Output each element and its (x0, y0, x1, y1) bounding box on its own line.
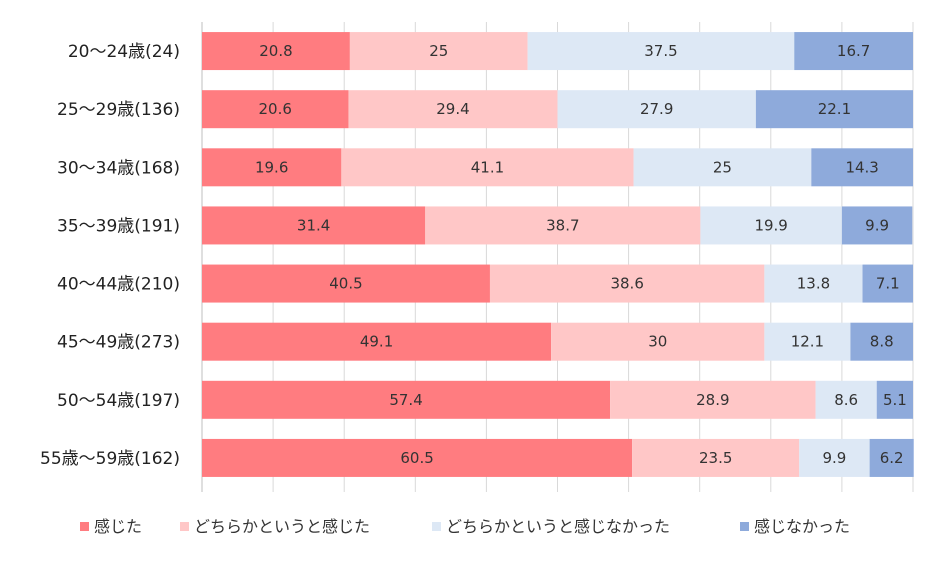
data-label: 5.1 (883, 391, 907, 409)
legend-swatch (740, 522, 749, 531)
category-label: 45〜49歳(273) (57, 333, 180, 353)
data-label: 25 (713, 158, 732, 176)
bar-segment (202, 380, 611, 419)
bar-segment (527, 32, 795, 71)
category-label: 50〜54歳(197) (57, 391, 180, 411)
bar-segment (764, 264, 863, 303)
data-label: 12.1 (791, 333, 824, 351)
category-label: 35〜39歳(191) (57, 216, 180, 236)
data-label: 8.6 (834, 391, 858, 409)
data-label: 37.5 (644, 42, 677, 60)
data-label: 41.1 (471, 158, 504, 176)
bars: 20.8 25 37.5 16.7 20.6 29.4 27.9 22.1 19.6 41.1 25… (202, 32, 914, 477)
bar-segment (202, 90, 349, 129)
legend-swatch (432, 522, 441, 531)
data-label: 23.5 (699, 449, 732, 467)
data-label: 60.5 (400, 449, 433, 467)
data-label: 13.8 (797, 275, 830, 293)
bar-segment (202, 32, 350, 71)
bar-segment (794, 32, 913, 71)
data-label: 31.4 (297, 216, 330, 234)
bar-segment (755, 90, 913, 129)
data-label: 22.1 (818, 100, 851, 118)
bar-segment (348, 90, 558, 129)
legend: 感じた どちらかというと感じた どちらかというと感じなかった 感じなかった (80, 517, 850, 536)
bar-segment (799, 438, 870, 477)
data-label: 40.5 (329, 275, 362, 293)
data-label: 7.1 (876, 275, 900, 293)
data-label: 9.9 (865, 216, 889, 234)
bar-segment (551, 322, 765, 361)
legend-label: 感じなかった (754, 517, 850, 536)
bar-segment (700, 206, 842, 245)
data-label: 6.2 (880, 449, 904, 467)
data-label: 14.3 (845, 158, 878, 176)
bar-segment (841, 206, 913, 245)
bar-segment (557, 90, 756, 129)
bar-segment (489, 264, 765, 303)
data-label: 30 (648, 333, 667, 351)
bar-segment (862, 264, 913, 303)
bar-segment (876, 380, 913, 419)
category-label: 20〜24歳(24) (68, 42, 180, 62)
bar-segment (632, 438, 800, 477)
bar-segment (202, 206, 426, 245)
legend-swatch (80, 522, 89, 531)
data-label: 19.9 (754, 216, 787, 234)
bar-segment (341, 148, 634, 187)
data-label: 9.9 (823, 449, 847, 467)
legend-swatch (180, 522, 189, 531)
legend-label: どちらかというと感じなかった (446, 517, 670, 536)
bar-segment (869, 438, 914, 477)
data-label: 16.7 (837, 42, 870, 60)
category-label: 55歳〜59歳(162) (40, 449, 180, 469)
data-label: 25 (429, 42, 448, 60)
data-label: 19.6 (255, 158, 288, 176)
data-label: 57.4 (389, 391, 422, 409)
bar-segment (202, 264, 490, 303)
bar-segment (610, 380, 816, 419)
legend-label: どちらかというと感じた (194, 517, 370, 536)
category-label: 25〜29歳(136) (57, 100, 180, 120)
data-label: 20.6 (259, 100, 292, 118)
data-label: 20.8 (259, 42, 292, 60)
data-label: 38.6 (610, 275, 643, 293)
bar-segment (850, 322, 913, 361)
data-label: 8.8 (870, 333, 894, 351)
bar-segment (811, 148, 913, 187)
legend-label: 感じた (94, 517, 142, 536)
bar-segment (764, 322, 851, 361)
bar-segment (202, 148, 342, 187)
bar-segment (815, 380, 877, 419)
data-label: 28.9 (696, 391, 729, 409)
category-label: 40〜44歳(210) (57, 275, 180, 295)
bar-segment (349, 32, 528, 71)
data-label: 49.1 (360, 333, 393, 351)
category-labels: 20〜24歳(24) 25〜29歳(136) 30〜34歳(168) 35〜39歳(1… (40, 42, 180, 469)
category-label: 30〜34歳(168) (57, 158, 180, 178)
data-label: 38.7 (546, 216, 579, 234)
data-label: 27.9 (640, 100, 673, 118)
bar-segment (425, 206, 701, 245)
bar-segment (202, 438, 633, 477)
bar-segment (202, 322, 552, 361)
bar-segment (633, 148, 812, 187)
data-label: 29.4 (436, 100, 469, 118)
